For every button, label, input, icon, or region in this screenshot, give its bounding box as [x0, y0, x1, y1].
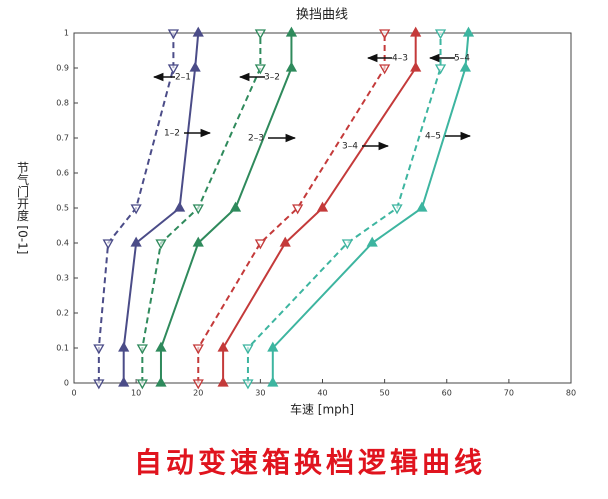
marker [242, 344, 254, 355]
y-tick-label: 0.9 [56, 64, 69, 73]
x-tick-label: 0 [71, 389, 76, 398]
marker [254, 29, 266, 40]
y-tick-label: 0.5 [56, 204, 69, 213]
marker [434, 64, 447, 75]
marker [254, 64, 266, 75]
curve-label: 1–2 [164, 129, 180, 139]
x-tick-label: 20 [193, 389, 203, 398]
curve-label: 4–3 [392, 54, 408, 64]
marker [155, 376, 167, 387]
y-tick-label: 0.2 [56, 309, 69, 318]
y-tick-label: 0.7 [56, 134, 69, 143]
marker [379, 29, 391, 40]
marker [217, 341, 229, 352]
curve-label: 3–4 [342, 142, 358, 152]
curve-label: 3–2 [264, 73, 280, 83]
marker [167, 64, 180, 75]
marker [93, 344, 105, 355]
marker [366, 236, 378, 247]
x-tick-label: 80 [566, 389, 576, 398]
marker [174, 201, 186, 212]
marker [155, 341, 167, 352]
marker [118, 341, 130, 352]
curve-label: 2–1 [175, 73, 191, 83]
x-tick-label: 70 [504, 389, 514, 398]
series-line [122, 32, 200, 383]
curve-label: 4–5 [425, 132, 441, 142]
marker [118, 376, 130, 387]
marker [136, 379, 148, 390]
marker [155, 239, 167, 250]
marker [410, 61, 422, 72]
marker [462, 26, 475, 37]
marker [285, 61, 298, 72]
marker [410, 26, 422, 37]
marker [292, 204, 304, 215]
marker [192, 379, 204, 390]
marker [459, 61, 471, 72]
marker [102, 239, 114, 250]
y-axis-label: 节气门开度 [0-1] [16, 161, 30, 254]
curve-label: 5–4 [454, 54, 470, 64]
marker [136, 344, 148, 355]
y-tick-label: 0.4 [56, 239, 69, 248]
x-tick-label: 10 [131, 389, 141, 398]
x-axis-label: 车速 [mph] [290, 402, 354, 417]
marker [341, 239, 353, 250]
y-tick-label: 1 [64, 29, 69, 38]
marker [192, 26, 204, 37]
marker [434, 29, 447, 40]
marker [229, 201, 242, 212]
y-tick-label: 0.1 [56, 344, 69, 353]
series-line [271, 32, 470, 383]
y-tick-label: 0 [64, 379, 69, 388]
marker [254, 239, 266, 250]
marker [189, 61, 201, 72]
marker [130, 204, 142, 215]
marker [93, 379, 105, 390]
marker [130, 236, 142, 247]
marker [379, 64, 391, 75]
series-line [97, 33, 175, 383]
marker [267, 376, 279, 387]
marker [217, 376, 229, 387]
marker [167, 29, 180, 40]
marker [391, 204, 403, 215]
marker [316, 201, 329, 212]
caption: 自动变速箱换档逻辑曲线 [134, 446, 486, 479]
marker [192, 204, 204, 215]
marker [267, 341, 279, 352]
series-line [141, 33, 262, 383]
chart-title: 换挡曲线 [296, 8, 348, 23]
curve-label: 2–3 [248, 134, 264, 144]
marker [192, 236, 204, 247]
y-tick-label: 0.8 [56, 99, 69, 108]
x-tick-label: 30 [255, 389, 265, 398]
marker [279, 236, 291, 247]
series-line [246, 33, 442, 383]
marker [242, 379, 254, 390]
x-tick-label: 40 [317, 389, 327, 398]
x-tick-label: 60 [442, 389, 452, 398]
y-tick-label: 0.6 [56, 169, 69, 178]
series-line [197, 33, 386, 383]
marker [416, 201, 428, 212]
marker [192, 344, 204, 355]
x-tick-label: 50 [380, 389, 390, 398]
y-tick-label: 0.3 [56, 274, 69, 283]
marker [285, 26, 298, 37]
